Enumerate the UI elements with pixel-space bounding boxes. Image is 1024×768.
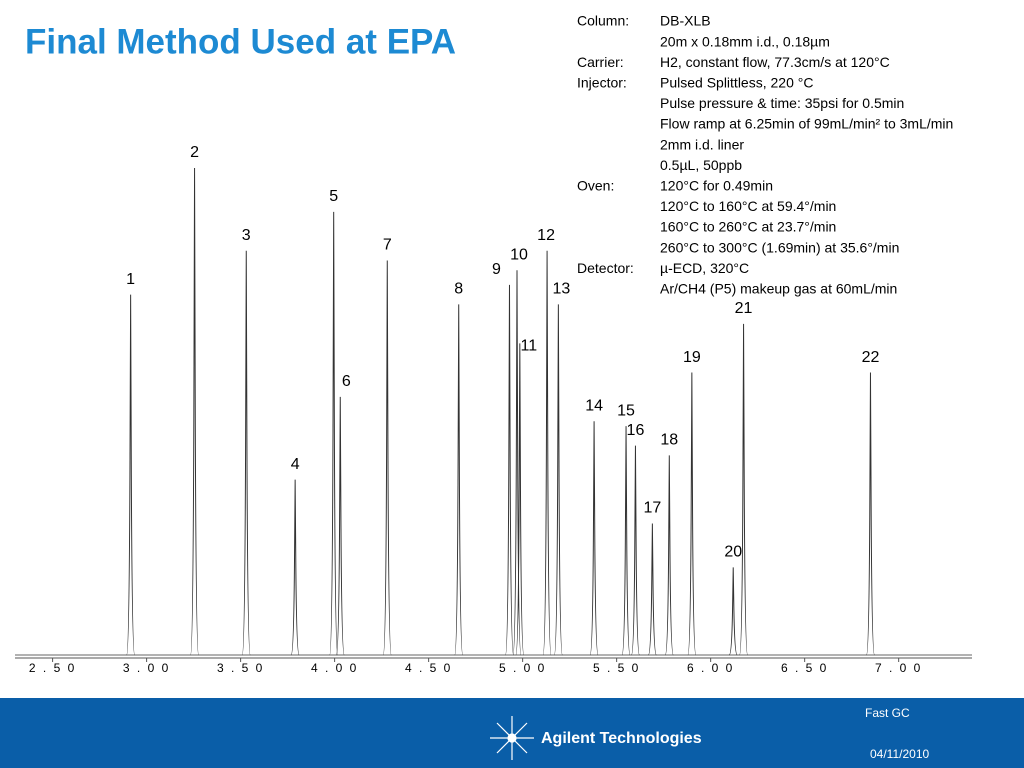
- condition-label: Injector:: [577, 75, 627, 91]
- condition-value: 120°C for 0.49min: [660, 178, 773, 194]
- peak-label: 5: [329, 188, 338, 205]
- condition-label: Carrier:: [577, 54, 624, 70]
- peak: [865, 372, 875, 656]
- condition-value: Ar/CH4 (P5) makeup gas at 60mL/min: [660, 281, 897, 297]
- peak: [382, 260, 392, 656]
- condition-value: Pulse pressure & time: 35psi for 0.5min: [660, 95, 904, 111]
- peak: [728, 567, 738, 656]
- x-tick-label: 4 . 0 0: [311, 661, 358, 675]
- peak: [630, 445, 640, 656]
- peak-label: 6: [342, 373, 351, 390]
- peak: [335, 396, 345, 656]
- peak: [512, 270, 522, 656]
- peak-label: 12: [537, 227, 555, 244]
- peak: [553, 304, 563, 656]
- condition-value: DB-XLB: [660, 13, 711, 29]
- condition-label: Detector:: [577, 260, 634, 276]
- peak: [241, 250, 251, 656]
- condition-value: H2, constant flow, 77.3cm/s at 120°C: [660, 54, 890, 70]
- x-tick-label: 5 . 0 0: [499, 661, 546, 675]
- x-tick-label: 5 . 5 0: [593, 661, 640, 675]
- peak-label: 7: [383, 237, 392, 254]
- condition-value: 2mm i.d. liner: [660, 136, 744, 152]
- x-tick-label: 3 . 5 0: [217, 661, 264, 675]
- peak: [647, 523, 657, 656]
- condition-value: Pulsed Splittless, 220 °C: [660, 75, 813, 91]
- peak-label: 8: [454, 281, 463, 298]
- peak-label: 19: [683, 349, 701, 366]
- peak: [542, 250, 552, 656]
- footer-topic: Fast GC: [865, 706, 910, 720]
- x-tick-label: 6 . 5 0: [781, 661, 828, 675]
- condition-value: 160°C to 260°C at 23.7°/min: [660, 219, 836, 235]
- brand-name: Agilent Technologies: [541, 730, 702, 747]
- peak: [664, 455, 674, 656]
- peak: [504, 284, 514, 656]
- condition-label: Column:: [577, 13, 629, 29]
- peak-label: 15: [617, 402, 635, 419]
- x-tick-label: 7 . 0 0: [875, 661, 922, 675]
- x-tick-label: 6 . 0 0: [687, 661, 734, 675]
- peak: [589, 421, 599, 656]
- condition-value: 260°C to 300°C (1.69min) at 35.6°/min: [660, 239, 899, 255]
- peak-label: 4: [291, 456, 300, 473]
- peak: [454, 304, 464, 656]
- slide-title: Final Method Used at EPA: [25, 22, 456, 61]
- x-tick-label: 3 . 0 0: [123, 661, 170, 675]
- condition-value: 120°C to 160°C at 59.4°/min: [660, 198, 836, 214]
- peak: [190, 167, 200, 656]
- peak-label: 1: [126, 271, 135, 288]
- peak-label: 3: [242, 227, 251, 244]
- peak-label: 13: [552, 281, 570, 298]
- agilent-logo: [490, 716, 534, 760]
- peak-label: 16: [627, 422, 645, 439]
- peak-label: 14: [585, 397, 603, 414]
- condition-value: Flow ramp at 6.25min of 99mL/min² to 3mL…: [660, 116, 953, 132]
- condition-value: 0.5µL, 50ppb: [660, 157, 742, 173]
- peak: [739, 323, 749, 656]
- condition-value: 20m x 0.18mm i.d., 0.18µm: [660, 33, 830, 49]
- peak: [290, 479, 300, 656]
- peak-label: 10: [510, 246, 528, 263]
- peak-label: 11: [521, 338, 538, 355]
- peak: [126, 294, 136, 656]
- peak-label: 20: [724, 544, 742, 561]
- peak-label: 18: [660, 432, 678, 449]
- peak-label: 2: [190, 144, 199, 161]
- peak: [329, 211, 339, 656]
- peak-label: 17: [643, 500, 661, 517]
- condition-label: Oven:: [577, 178, 614, 194]
- peak-label: 21: [735, 300, 753, 317]
- peak: [621, 426, 631, 656]
- peak: [687, 372, 697, 656]
- condition-value: µ-ECD, 320°C: [660, 260, 749, 276]
- x-tick-label: 4 . 5 0: [405, 661, 452, 675]
- footer-date: 04/11/2010: [870, 747, 929, 761]
- peak-label: 9: [492, 261, 501, 278]
- x-tick-label: 2 . 5 0: [29, 661, 76, 675]
- peak-label: 22: [862, 349, 880, 366]
- peak: [515, 343, 525, 656]
